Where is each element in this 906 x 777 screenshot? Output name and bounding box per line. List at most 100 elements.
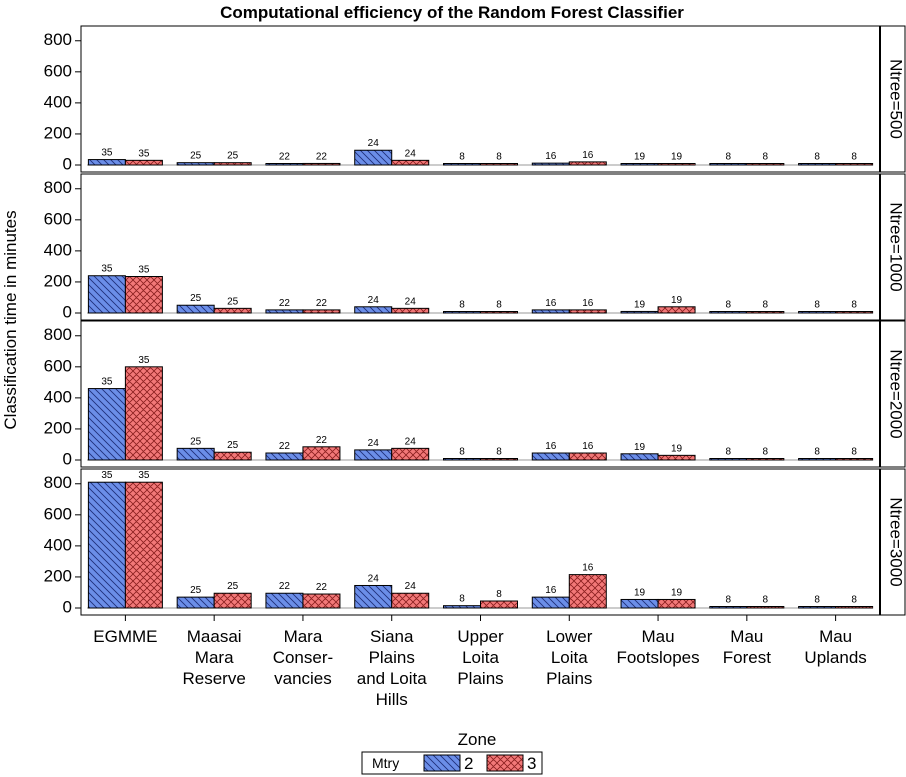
bar-mtry-3 bbox=[213, 307, 252, 314]
bar-data-label: 35 bbox=[101, 148, 113, 159]
y-tick-label: 200 bbox=[44, 566, 72, 585]
bar-data-label: 16 bbox=[545, 151, 557, 162]
bar-data-label: 22 bbox=[279, 298, 291, 309]
category-label-line: Mara bbox=[284, 627, 323, 646]
bar-mtry-2 bbox=[531, 452, 570, 461]
bar-mtry-2 bbox=[87, 275, 126, 314]
bar-mtry-2 bbox=[620, 163, 659, 166]
panel-strip-label: Ntree=3000 bbox=[887, 497, 906, 586]
y-tick-label: 400 bbox=[44, 92, 72, 111]
bar-mtry-3 bbox=[835, 458, 874, 461]
bar-data-label: 25 bbox=[227, 151, 239, 162]
bar-data-label: 35 bbox=[101, 264, 113, 275]
bar-mtry-3 bbox=[213, 451, 252, 461]
bar-data-label: 8 bbox=[459, 300, 465, 311]
bar-mtry-2 bbox=[176, 596, 215, 609]
panel-strip bbox=[879, 25, 906, 173]
category-label-line: and Loita bbox=[357, 669, 427, 688]
y-tick-label: 600 bbox=[44, 209, 72, 228]
bar-data-label: 19 bbox=[671, 587, 683, 598]
bar-data-label: 19 bbox=[671, 152, 683, 163]
legend: Mtry 2 3 bbox=[361, 751, 543, 775]
panel-strip bbox=[879, 468, 906, 616]
category-label-line: Mau bbox=[730, 627, 763, 646]
category-label: Mau Footslopes bbox=[616, 627, 699, 667]
bar-mtry-3 bbox=[568, 309, 607, 314]
y-tick-label: 800 bbox=[44, 178, 72, 197]
category-label: Maasai Mara Reserve bbox=[183, 627, 246, 688]
bar-data-label: 8 bbox=[726, 595, 732, 606]
bar-mtry-3 bbox=[835, 311, 874, 314]
y-tick-label: 600 bbox=[44, 504, 72, 523]
bar-mtry-2 bbox=[620, 598, 659, 609]
bar-mtry-3 bbox=[568, 161, 607, 166]
category-labels: EGMME Maasai Mara Reserve Mara Conser-vancies… bbox=[93, 615, 867, 709]
bar-data-label: 24 bbox=[405, 581, 417, 592]
bar-mtry-2 bbox=[354, 449, 393, 461]
bar-mtry-2 bbox=[87, 388, 126, 461]
y-tick-label: 800 bbox=[44, 30, 72, 49]
panel-frame bbox=[80, 173, 881, 321]
y-tick-label: 600 bbox=[44, 356, 72, 375]
bar-mtry-2 bbox=[354, 306, 393, 314]
y-tick-label: 600 bbox=[44, 61, 72, 80]
panel-frame bbox=[80, 25, 881, 173]
bar-data-label: 8 bbox=[496, 300, 502, 311]
bar-data-label: 24 bbox=[405, 148, 417, 159]
bar-data-label: 16 bbox=[545, 441, 557, 452]
bar-data-label: 19 bbox=[671, 295, 683, 306]
category-label-line: EGMME bbox=[93, 627, 157, 646]
bar-data-label: 16 bbox=[582, 150, 594, 161]
bar-mtry-2 bbox=[443, 163, 481, 166]
bar-data-label: 8 bbox=[763, 447, 769, 458]
y-tick-label: 400 bbox=[44, 387, 72, 406]
bar-mtry-2 bbox=[709, 606, 748, 609]
bar-mtry-2 bbox=[265, 592, 304, 609]
bar-data-label: 8 bbox=[851, 152, 857, 163]
chart-title: Computational efficiency of the Random F… bbox=[220, 3, 684, 22]
panel-frame bbox=[80, 320, 881, 468]
bar-data-label: 19 bbox=[634, 299, 646, 310]
category-label-line: Hills bbox=[376, 690, 408, 709]
bar-data-label: 16 bbox=[582, 441, 594, 452]
y-tick-label: 200 bbox=[44, 123, 72, 142]
bar-data-label: 19 bbox=[634, 152, 646, 163]
bar-mtry-3 bbox=[746, 458, 785, 461]
bar-data-label: 24 bbox=[405, 436, 417, 447]
bar-data-label: 16 bbox=[545, 298, 557, 309]
bar-data-label: 35 bbox=[138, 265, 150, 276]
bar-mtry-3 bbox=[480, 600, 518, 609]
legend-swatch-3 bbox=[486, 754, 524, 772]
category-label-line: Plains bbox=[457, 669, 503, 688]
bar-data-label: 25 bbox=[190, 293, 202, 304]
bar-data-label: 8 bbox=[814, 447, 820, 458]
category-label-line: Siana bbox=[370, 627, 414, 646]
bar-data-label: 8 bbox=[814, 152, 820, 163]
bar-mtry-3 bbox=[302, 162, 341, 166]
bar-data-label: 19 bbox=[634, 587, 646, 598]
bar-mtry-2 bbox=[798, 606, 837, 609]
y-tick-label: 0 bbox=[63, 154, 72, 173]
bar-data-label: 35 bbox=[138, 355, 150, 366]
bar-data-label: 24 bbox=[368, 295, 380, 306]
x-axis-label: Zone bbox=[458, 730, 497, 749]
bar-data-label: 24 bbox=[405, 296, 417, 307]
bar-mtry-2 bbox=[354, 584, 393, 609]
y-tick-label: 0 bbox=[63, 449, 72, 468]
category-label-line: Mara bbox=[195, 648, 234, 667]
bar-data-label: 22 bbox=[316, 298, 328, 309]
category-label: Mau Forest bbox=[723, 627, 771, 667]
bar-mtry-3 bbox=[657, 306, 696, 314]
bar-data-label: 8 bbox=[851, 595, 857, 606]
category-label: Mau Uplands bbox=[804, 627, 866, 667]
category-label: Upper Loita Plains bbox=[457, 627, 504, 688]
bar-mtry-2 bbox=[620, 310, 659, 314]
bar-data-label: 8 bbox=[726, 300, 732, 311]
bar-data-label: 22 bbox=[279, 152, 291, 163]
category-label-line: Plains bbox=[369, 648, 415, 667]
y-axis-label: Classification time in minutes bbox=[1, 210, 20, 429]
bar-data-label: 16 bbox=[545, 585, 557, 596]
bar-data-label: 22 bbox=[279, 581, 291, 592]
